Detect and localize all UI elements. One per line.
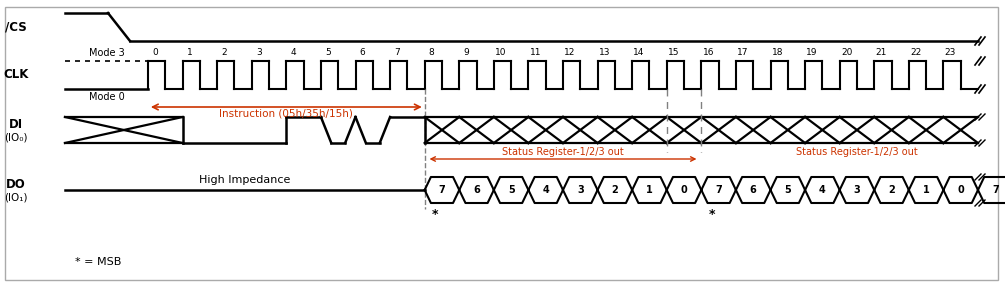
Text: 22: 22 xyxy=(911,48,922,57)
Text: 7: 7 xyxy=(992,185,999,195)
Text: 4: 4 xyxy=(290,48,296,57)
Text: 7: 7 xyxy=(438,185,445,195)
Text: 3: 3 xyxy=(853,185,860,195)
Text: 18: 18 xyxy=(772,48,783,57)
Text: 7: 7 xyxy=(394,48,400,57)
Text: * = MSB: * = MSB xyxy=(75,257,122,267)
Text: Mode 3: Mode 3 xyxy=(88,48,125,58)
Text: 23: 23 xyxy=(945,48,956,57)
Text: 2: 2 xyxy=(611,185,618,195)
Text: 20: 20 xyxy=(841,48,852,57)
Text: Mode 0: Mode 0 xyxy=(88,92,125,102)
Text: 14: 14 xyxy=(633,48,645,57)
Text: 4: 4 xyxy=(819,185,826,195)
Text: 9: 9 xyxy=(463,48,469,57)
Text: 8: 8 xyxy=(429,48,434,57)
Text: 6: 6 xyxy=(360,48,365,57)
Text: Status Register-1/2/3 out: Status Register-1/2/3 out xyxy=(796,147,918,157)
Text: (IO₁): (IO₁) xyxy=(4,193,28,203)
Text: /CS: /CS xyxy=(5,21,27,34)
Text: 21: 21 xyxy=(875,48,886,57)
Text: 15: 15 xyxy=(668,48,679,57)
Text: 11: 11 xyxy=(530,48,541,57)
Text: 5: 5 xyxy=(785,185,791,195)
Text: 1: 1 xyxy=(187,48,192,57)
Text: 3: 3 xyxy=(256,48,261,57)
Text: 0: 0 xyxy=(152,48,158,57)
Text: Instruction (05h/35h/15h): Instruction (05h/35h/15h) xyxy=(219,109,354,119)
Text: 0: 0 xyxy=(958,185,964,195)
Text: 3: 3 xyxy=(577,185,584,195)
Text: 10: 10 xyxy=(495,48,507,57)
Text: 4: 4 xyxy=(543,185,549,195)
Text: 5: 5 xyxy=(508,185,515,195)
Text: 0: 0 xyxy=(680,185,687,195)
Text: 1: 1 xyxy=(646,185,653,195)
Text: DO: DO xyxy=(6,178,26,190)
Text: 19: 19 xyxy=(806,48,818,57)
Text: 2: 2 xyxy=(221,48,227,57)
Text: DI: DI xyxy=(9,117,23,131)
Text: 16: 16 xyxy=(702,48,714,57)
Text: 17: 17 xyxy=(737,48,749,57)
Text: 2: 2 xyxy=(888,185,894,195)
Text: *: * xyxy=(432,208,438,221)
Text: *: * xyxy=(709,208,715,221)
Text: 1: 1 xyxy=(923,185,930,195)
Text: Status Register-1/2/3 out: Status Register-1/2/3 out xyxy=(502,147,624,157)
Text: 13: 13 xyxy=(599,48,610,57)
Text: 12: 12 xyxy=(564,48,576,57)
Text: (IO₀): (IO₀) xyxy=(4,133,28,143)
Text: High Impedance: High Impedance xyxy=(199,175,290,185)
Text: 6: 6 xyxy=(750,185,757,195)
Text: 5: 5 xyxy=(325,48,331,57)
Text: 7: 7 xyxy=(716,185,722,195)
Text: CLK: CLK xyxy=(3,68,29,82)
Text: 6: 6 xyxy=(473,185,480,195)
